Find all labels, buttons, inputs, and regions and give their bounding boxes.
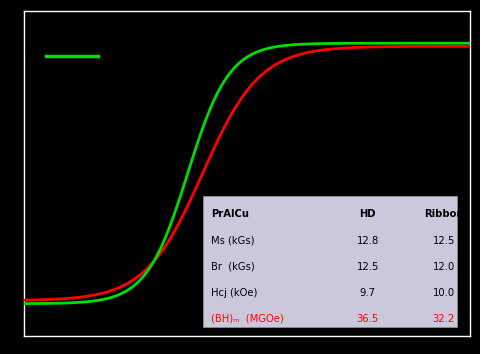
Text: (BH)ₘ  (MGOe): (BH)ₘ (MGOe) <box>212 314 284 324</box>
FancyBboxPatch shape <box>203 196 457 326</box>
Text: 12.0: 12.0 <box>432 262 455 272</box>
Text: PrAlCu: PrAlCu <box>212 210 250 219</box>
Text: Br  (kGs): Br (kGs) <box>212 262 255 272</box>
Text: 36.5: 36.5 <box>357 314 379 324</box>
Text: Hcj (kOe): Hcj (kOe) <box>212 288 258 298</box>
Text: Ribbon: Ribbon <box>424 210 463 219</box>
Text: 32.2: 32.2 <box>432 314 455 324</box>
Text: 9.7: 9.7 <box>360 288 376 298</box>
Text: 12.5: 12.5 <box>357 262 379 272</box>
Text: 10.0: 10.0 <box>432 288 455 298</box>
Text: 12.5: 12.5 <box>432 235 455 246</box>
Text: HD: HD <box>360 210 376 219</box>
Text: 12.8: 12.8 <box>357 235 379 246</box>
Text: Ms (kGs): Ms (kGs) <box>212 235 255 246</box>
